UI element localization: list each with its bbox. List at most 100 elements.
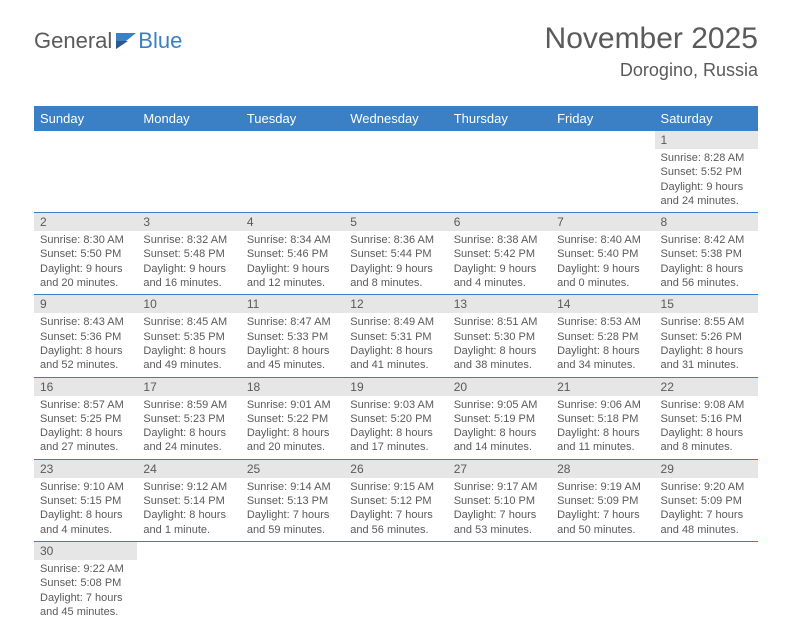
day-text: Sunrise: 8:32 AMSunset: 5:48 PMDaylight:… <box>137 231 240 294</box>
sunset: Sunset: 5:42 PM <box>454 247 545 261</box>
day-cell: 27Sunrise: 9:17 AMSunset: 5:10 PMDayligh… <box>448 460 551 541</box>
day-number: 7 <box>551 213 654 231</box>
sunset: Sunset: 5:28 PM <box>557 330 648 344</box>
day-text: Sunrise: 9:20 AMSunset: 5:09 PMDaylight:… <box>655 478 758 541</box>
sunset: Sunset: 5:16 PM <box>661 412 752 426</box>
week-row: 9Sunrise: 8:43 AMSunset: 5:36 PMDaylight… <box>34 295 758 377</box>
day-number: 22 <box>655 378 758 396</box>
empty-cell <box>344 542 447 623</box>
day-cell: 11Sunrise: 8:47 AMSunset: 5:33 PMDayligh… <box>241 295 344 376</box>
sunset: Sunset: 5:40 PM <box>557 247 648 261</box>
weekday-header: Thursday <box>448 106 551 131</box>
sunset: Sunset: 5:18 PM <box>557 412 648 426</box>
logo-flag-icon <box>114 31 138 51</box>
sunrise: Sunrise: 8:57 AM <box>40 398 131 412</box>
daylight: Daylight: 9 hours and 20 minutes. <box>40 262 131 291</box>
empty-cell <box>137 131 240 212</box>
sunrise: Sunrise: 9:20 AM <box>661 480 752 494</box>
weekday-header: Monday <box>137 106 240 131</box>
day-number: 29 <box>655 460 758 478</box>
sunset: Sunset: 5:52 PM <box>661 165 752 179</box>
daylight: Daylight: 8 hours and 14 minutes. <box>454 426 545 455</box>
daylight: Daylight: 8 hours and 27 minutes. <box>40 426 131 455</box>
day-cell: 16Sunrise: 8:57 AMSunset: 5:25 PMDayligh… <box>34 378 137 459</box>
sunset: Sunset: 5:15 PM <box>40 494 131 508</box>
logo: General Blue <box>34 28 182 54</box>
sunrise: Sunrise: 8:49 AM <box>350 315 441 329</box>
sunset: Sunset: 5:09 PM <box>557 494 648 508</box>
day-text: Sunrise: 9:17 AMSunset: 5:10 PMDaylight:… <box>448 478 551 541</box>
sunrise: Sunrise: 9:10 AM <box>40 480 131 494</box>
sunrise: Sunrise: 8:32 AM <box>143 233 234 247</box>
day-number: 18 <box>241 378 344 396</box>
daylight: Daylight: 9 hours and 12 minutes. <box>247 262 338 291</box>
day-text: Sunrise: 8:51 AMSunset: 5:30 PMDaylight:… <box>448 313 551 376</box>
day-cell: 2Sunrise: 8:30 AMSunset: 5:50 PMDaylight… <box>34 213 137 294</box>
empty-cell <box>241 542 344 623</box>
sunset: Sunset: 5:48 PM <box>143 247 234 261</box>
day-number: 19 <box>344 378 447 396</box>
daylight: Daylight: 8 hours and 4 minutes. <box>40 508 131 537</box>
day-cell: 14 Sunrise: 8:53 AMSunset: 5:28 PMDayligh… <box>551 295 654 376</box>
sunset: Sunset: 5:19 PM <box>454 412 545 426</box>
daylight: Daylight: 9 hours and 0 minutes. <box>557 262 648 291</box>
daylight: Daylight: 8 hours and 34 minutes. <box>557 344 648 373</box>
month-title: November 2025 <box>545 22 758 56</box>
daylight: Daylight: 8 hours and 11 minutes. <box>557 426 648 455</box>
daylight: Daylight: 7 hours and 45 minutes. <box>40 591 131 620</box>
sunrise: Sunrise: 9:15 AM <box>350 480 441 494</box>
sunset: Sunset: 5:33 PM <box>247 330 338 344</box>
sunset: Sunset: 5:36 PM <box>40 330 131 344</box>
day-cell: 7Sunrise: 8:40 AMSunset: 5:40 PMDaylight… <box>551 213 654 294</box>
day-number: 20 <box>448 378 551 396</box>
week-row: 1 Sunrise: 8:28 AM Sunset: 5:52 PM Dayli… <box>34 131 758 213</box>
day-text: Sunrise: 8:34 AMSunset: 5:46 PMDaylight:… <box>241 231 344 294</box>
day-cell: 24Sunrise: 9:12 AMSunset: 5:14 PMDayligh… <box>137 460 240 541</box>
sunrise: Sunrise: 9:01 AM <box>247 398 338 412</box>
daylight: Daylight: 9 hours and 24 minutes. <box>661 180 752 209</box>
sunrise: Sunrise: 8:53 AM <box>557 315 648 329</box>
sunrise: Sunrise: 8:28 AM <box>661 151 752 165</box>
day-number: 30 <box>34 542 137 560</box>
sunset: Sunset: 5:09 PM <box>661 494 752 508</box>
day-number: 25 <box>241 460 344 478</box>
day-cell: 4Sunrise: 8:34 AMSunset: 5:46 PMDaylight… <box>241 213 344 294</box>
sunrise: Sunrise: 8:34 AM <box>247 233 338 247</box>
daylight: Daylight: 7 hours and 56 minutes. <box>350 508 441 537</box>
day-text: Sunrise: 9:06 AMSunset: 5:18 PMDaylight:… <box>551 396 654 459</box>
sunset: Sunset: 5:44 PM <box>350 247 441 261</box>
day-cell: 21Sunrise: 9:06 AMSunset: 5:18 PMDayligh… <box>551 378 654 459</box>
day-cell: 25Sunrise: 9:14 AMSunset: 5:13 PMDayligh… <box>241 460 344 541</box>
sunrise: Sunrise: 8:42 AM <box>661 233 752 247</box>
day-number: 27 <box>448 460 551 478</box>
daylight: Daylight: 7 hours and 59 minutes. <box>247 508 338 537</box>
daylight: Daylight: 7 hours and 48 minutes. <box>661 508 752 537</box>
daylight: Daylight: 8 hours and 17 minutes. <box>350 426 441 455</box>
empty-cell <box>448 542 551 623</box>
day-cell: 22 Sunrise: 9:08 AMSunset: 5:16 PMDayligh… <box>655 378 758 459</box>
day-text: Sunrise: 8:28 AM Sunset: 5:52 PM Dayligh… <box>655 149 758 212</box>
day-text: Sunrise: 9:15 AMSunset: 5:12 PMDaylight:… <box>344 478 447 541</box>
weekday-header-row: Sunday Monday Tuesday Wednesday Thursday… <box>34 106 758 131</box>
day-number: 15 <box>655 295 758 313</box>
sunrise: Sunrise: 9:05 AM <box>454 398 545 412</box>
day-number: 14 <box>551 295 654 313</box>
sunrise: Sunrise: 9:12 AM <box>143 480 234 494</box>
daylight: Daylight: 8 hours and 8 minutes. <box>661 426 752 455</box>
day-text: Sunrise: 9:19 AMSunset: 5:09 PMDaylight:… <box>551 478 654 541</box>
sunset: Sunset: 5:50 PM <box>40 247 131 261</box>
day-text: Sunrise: 8:55 AMSunset: 5:26 PMDaylight:… <box>655 313 758 376</box>
sunset: Sunset: 5:12 PM <box>350 494 441 508</box>
day-cell: 3Sunrise: 8:32 AMSunset: 5:48 PMDaylight… <box>137 213 240 294</box>
sunrise: Sunrise: 8:47 AM <box>247 315 338 329</box>
day-number: 9 <box>34 295 137 313</box>
week-row: 2Sunrise: 8:30 AMSunset: 5:50 PMDaylight… <box>34 213 758 295</box>
daylight: Daylight: 8 hours and 52 minutes. <box>40 344 131 373</box>
daylight: Daylight: 8 hours and 41 minutes. <box>350 344 441 373</box>
day-number: 4 <box>241 213 344 231</box>
weekday-header: Sunday <box>34 106 137 131</box>
day-text: Sunrise: 9:12 AMSunset: 5:14 PMDaylight:… <box>137 478 240 541</box>
sunset: Sunset: 5:22 PM <box>247 412 338 426</box>
sunrise: Sunrise: 9:08 AM <box>661 398 752 412</box>
day-text: Sunrise: 8:49 AMSunset: 5:31 PMDaylight:… <box>344 313 447 376</box>
